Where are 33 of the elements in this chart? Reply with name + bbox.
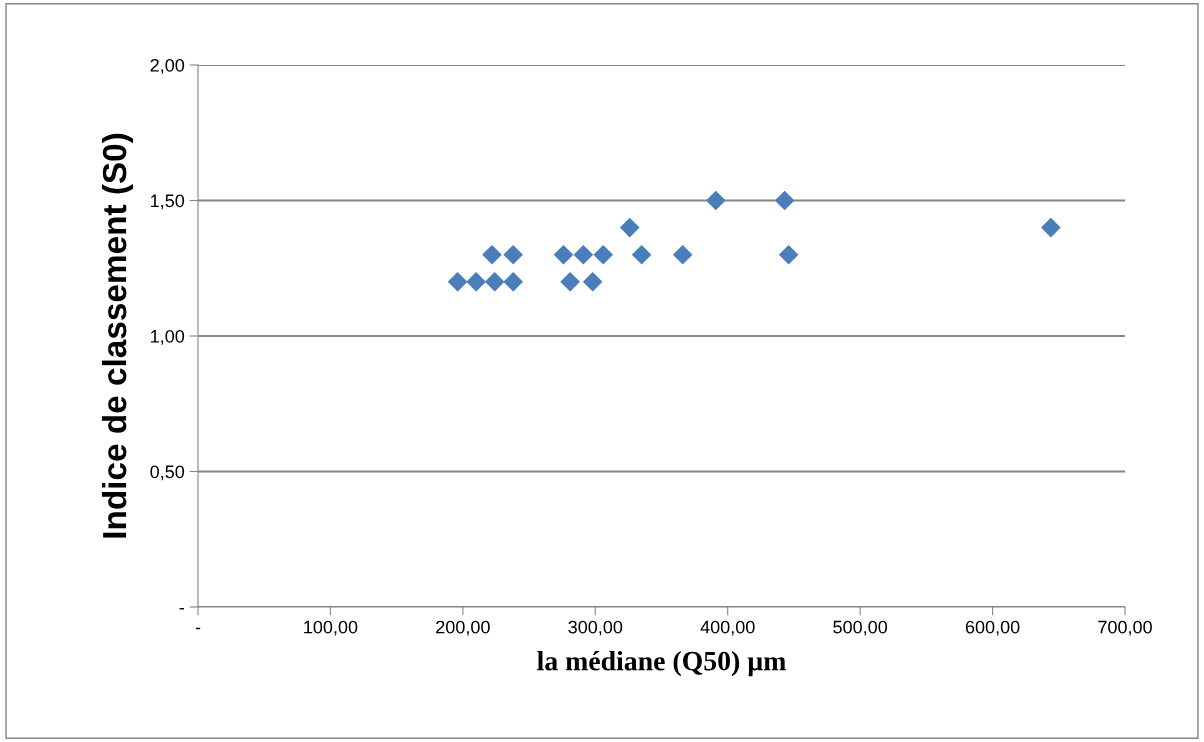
point <box>553 245 574 265</box>
x-tick-label: - <box>195 627 201 630</box>
point <box>485 272 505 292</box>
point <box>779 245 799 265</box>
point <box>482 245 502 265</box>
y-tick-label: 1,50 <box>151 194 185 210</box>
point <box>706 190 726 211</box>
y-tick-label: 0,50 <box>150 465 185 481</box>
x-tick-label: 600,00 <box>965 620 1020 636</box>
point <box>503 245 523 265</box>
x-tick-label: 700,00 <box>1098 620 1152 636</box>
point <box>620 218 640 238</box>
y-axis-title: Indice de classement (S0) <box>101 133 133 538</box>
y-tick-label: 1,00 <box>151 329 185 345</box>
point <box>775 190 795 211</box>
x-tick-label: 300,00 <box>568 620 623 636</box>
point <box>1041 218 1061 238</box>
point <box>632 245 652 265</box>
point <box>560 272 580 292</box>
point <box>448 272 468 292</box>
x-axis-title: la médiane (Q50) µm <box>537 650 786 677</box>
point <box>673 245 693 265</box>
point <box>583 272 603 292</box>
x-tick-label: 500,00 <box>833 620 888 636</box>
y-tick-label: 2,00 <box>150 58 185 74</box>
point <box>466 272 486 292</box>
y-tick-label: - <box>179 608 184 610</box>
point <box>573 245 593 265</box>
point <box>503 272 523 292</box>
point <box>593 245 613 265</box>
x-tick-label: 400,00 <box>700 620 755 636</box>
x-tick-label: 200,00 <box>436 620 490 636</box>
x-tick-label: 100,00 <box>304 620 358 636</box>
